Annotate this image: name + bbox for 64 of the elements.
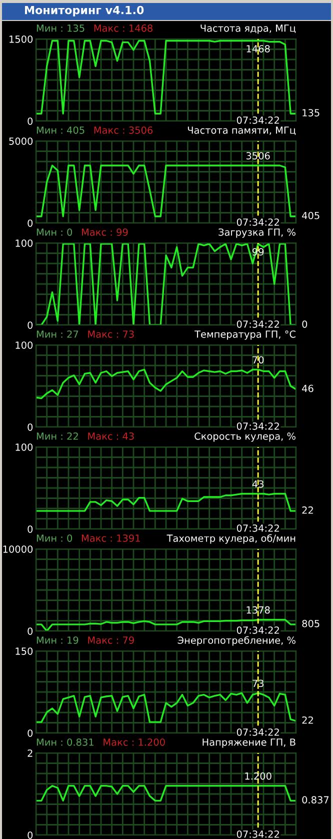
- y-tick-label: 0: [28, 525, 33, 533]
- chart-title: Частота ядра, МГц: [200, 24, 296, 34]
- text: Макс : 99: [82, 228, 128, 236]
- x-tick-label: 07:34:22: [236, 626, 279, 634]
- y-tick-label: 2: [28, 749, 32, 757]
- text: 22: [302, 506, 313, 514]
- chart-title: Напряжение ГП, В: [202, 738, 296, 748]
- text: 805: [302, 620, 320, 628]
- text: 135: [302, 109, 320, 116]
- text: Мин : 22: [36, 432, 78, 440]
- annotation: 1468: [246, 45, 270, 52]
- annotation: 43: [252, 480, 264, 488]
- text: 46: [302, 384, 314, 392]
- y-tick-label: 10000: [3, 545, 33, 553]
- text: Макс : 73: [88, 330, 134, 338]
- text: 0: [302, 320, 308, 328]
- y-tick-label: 1500: [10, 35, 33, 43]
- y-tick-label: 0: [28, 219, 33, 227]
- y-tick-label: 100: [16, 341, 33, 349]
- y-tick-label: 0: [28, 831, 33, 839]
- chart-title: Загрузка ГП, %: [218, 228, 296, 238]
- text: Макс : 1.200: [104, 738, 165, 746]
- y-tick-label: 150: [16, 647, 33, 655]
- text: Макс : 3506: [94, 126, 153, 134]
- text: Мин : 405: [36, 126, 84, 134]
- text: Макс : 1468: [94, 24, 153, 32]
- x-tick-label: 07:34:22: [236, 320, 279, 328]
- chart-title: Скорость кулера, %: [194, 432, 296, 442]
- text: Макс : 79: [88, 636, 134, 644]
- text: Мин : 135: [36, 24, 84, 32]
- y-tick-label: 0: [28, 627, 33, 635]
- text: 0.837: [302, 796, 329, 804]
- annotation: 73: [252, 680, 264, 688]
- text: Макс : 43: [88, 432, 134, 440]
- chart-title: Энергопотребление, %: [178, 636, 296, 646]
- x-tick-label: 07:34:22: [236, 422, 279, 430]
- annotation: 70: [252, 356, 264, 364]
- annotation: 3506: [246, 152, 270, 160]
- y-tick-label: 0: [28, 117, 33, 125]
- annotation: 1.200: [245, 772, 272, 780]
- text: Мин : 27: [36, 330, 78, 338]
- x-tick-label: 07:34:22: [236, 830, 279, 838]
- x-tick-label: 07:34:22: [236, 116, 279, 124]
- chart-title: Частота памяти, МГц: [188, 126, 296, 136]
- text: 22: [302, 716, 313, 724]
- chart-title: Тахометр кулера, об/мин: [166, 534, 296, 544]
- text: Мин : 19: [36, 636, 78, 644]
- y-tick-label: 0: [28, 729, 33, 737]
- y-tick-label: 100: [16, 239, 33, 247]
- chart-title: Температура ГП, °C: [194, 330, 296, 340]
- text: Мин : 0: [36, 228, 72, 236]
- text: Мин : 0: [36, 534, 72, 542]
- y-tick-label: 100: [16, 443, 33, 451]
- y-tick-label: 0: [28, 423, 33, 431]
- chart-subtitle: Мониторинг v4.1.0: [25, 6, 144, 16]
- y-tick-label: 5000: [9, 137, 33, 145]
- text: Мин : 0.831: [36, 738, 94, 746]
- x-tick-label: 07:34:22: [236, 728, 279, 736]
- annotation: 1378: [246, 606, 270, 614]
- y-tick-label: 0: [28, 321, 33, 329]
- text: 405: [302, 212, 320, 220]
- x-tick-label: 07:34:22: [236, 524, 279, 532]
- text: Макс : 1391: [82, 534, 140, 542]
- x-tick-label: 07:34:22: [236, 218, 279, 226]
